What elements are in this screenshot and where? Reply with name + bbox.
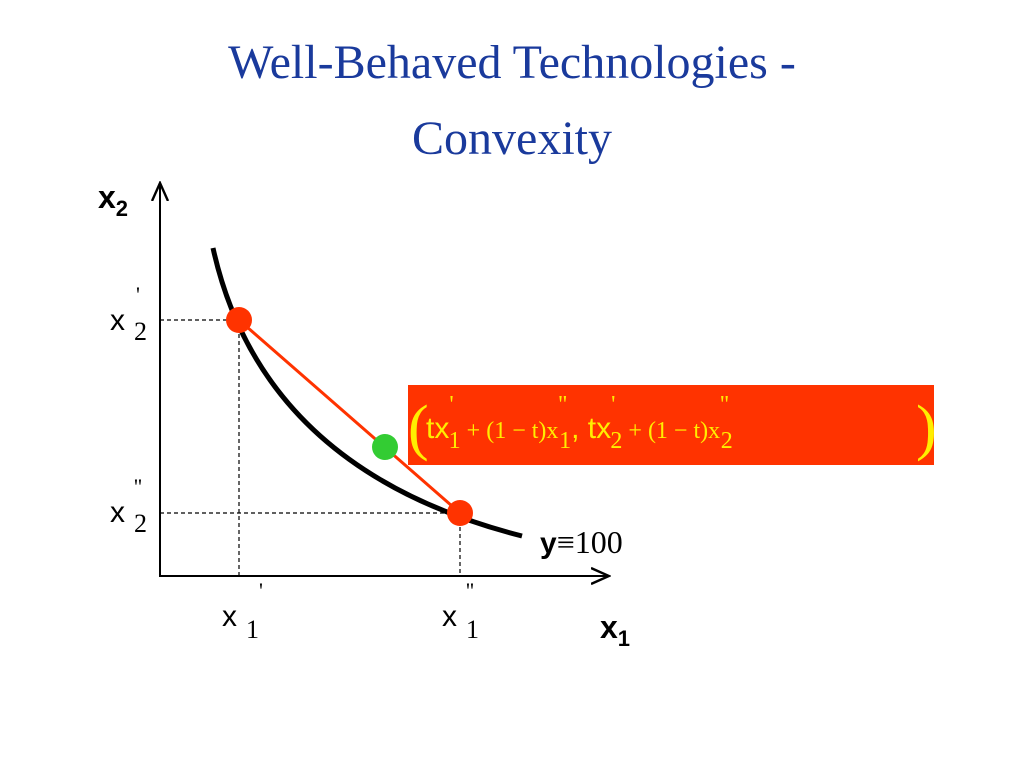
- title-line: Convexity: [412, 112, 612, 165]
- label-prime: '': [134, 474, 142, 499]
- tick-label: x ' 1: [222, 578, 263, 644]
- formula-part: tx: [426, 412, 449, 445]
- label-base: x: [600, 609, 618, 645]
- tick-label: x ' 2: [110, 282, 147, 346]
- formula-sup: '': [720, 392, 729, 418]
- paren: ): [916, 394, 937, 462]
- label-base: x: [442, 600, 457, 633]
- label-sub: 1: [246, 615, 259, 644]
- label-rest: ≡100: [557, 524, 623, 560]
- formula-part: + (1 − t)x: [622, 418, 720, 444]
- formula-sup: '': [558, 392, 567, 418]
- label-sub: 2: [116, 196, 128, 221]
- point: [447, 500, 473, 526]
- formula-box: [408, 385, 934, 465]
- label-sub: 1: [618, 626, 630, 651]
- label-base: x: [110, 304, 125, 337]
- label-base: y: [540, 527, 557, 560]
- tick-label: x '' 1: [442, 578, 479, 644]
- label-base: x: [222, 600, 237, 633]
- curve-label: y≡100: [540, 524, 623, 560]
- formula-sup: ': [449, 392, 453, 418]
- label-prime: ': [259, 578, 263, 603]
- formula-sub: 1: [559, 428, 571, 454]
- formula: tx' 1 + (1 − t)x'' 1, tx' 2 + (1 − t)x'' 2: [426, 392, 733, 454]
- paren: (: [408, 394, 429, 462]
- midpoint: [372, 434, 398, 460]
- y-axis-label: x2: [98, 179, 128, 221]
- formula-sub: 1: [449, 428, 461, 454]
- chord: [238, 318, 461, 515]
- formula-part: + (1 − t)x: [461, 418, 559, 444]
- formula-sub: 2: [610, 428, 622, 454]
- formula-sup: ': [611, 392, 615, 418]
- x-axis-label: x1: [600, 609, 630, 651]
- tick-label: x '' 2: [110, 474, 147, 538]
- label-sub: 2: [134, 317, 147, 346]
- label-base: x: [110, 496, 125, 529]
- title-line: Well-Behaved Technologies -: [228, 36, 796, 89]
- formula-part: , tx: [571, 412, 611, 445]
- label-prime: ': [136, 282, 140, 307]
- label-base: x: [98, 179, 116, 215]
- label-sub: 2: [134, 509, 147, 538]
- label-sub: 1: [466, 615, 479, 644]
- label-prime: '': [466, 578, 474, 603]
- formula-sub: 2: [721, 428, 733, 454]
- point: [226, 307, 252, 333]
